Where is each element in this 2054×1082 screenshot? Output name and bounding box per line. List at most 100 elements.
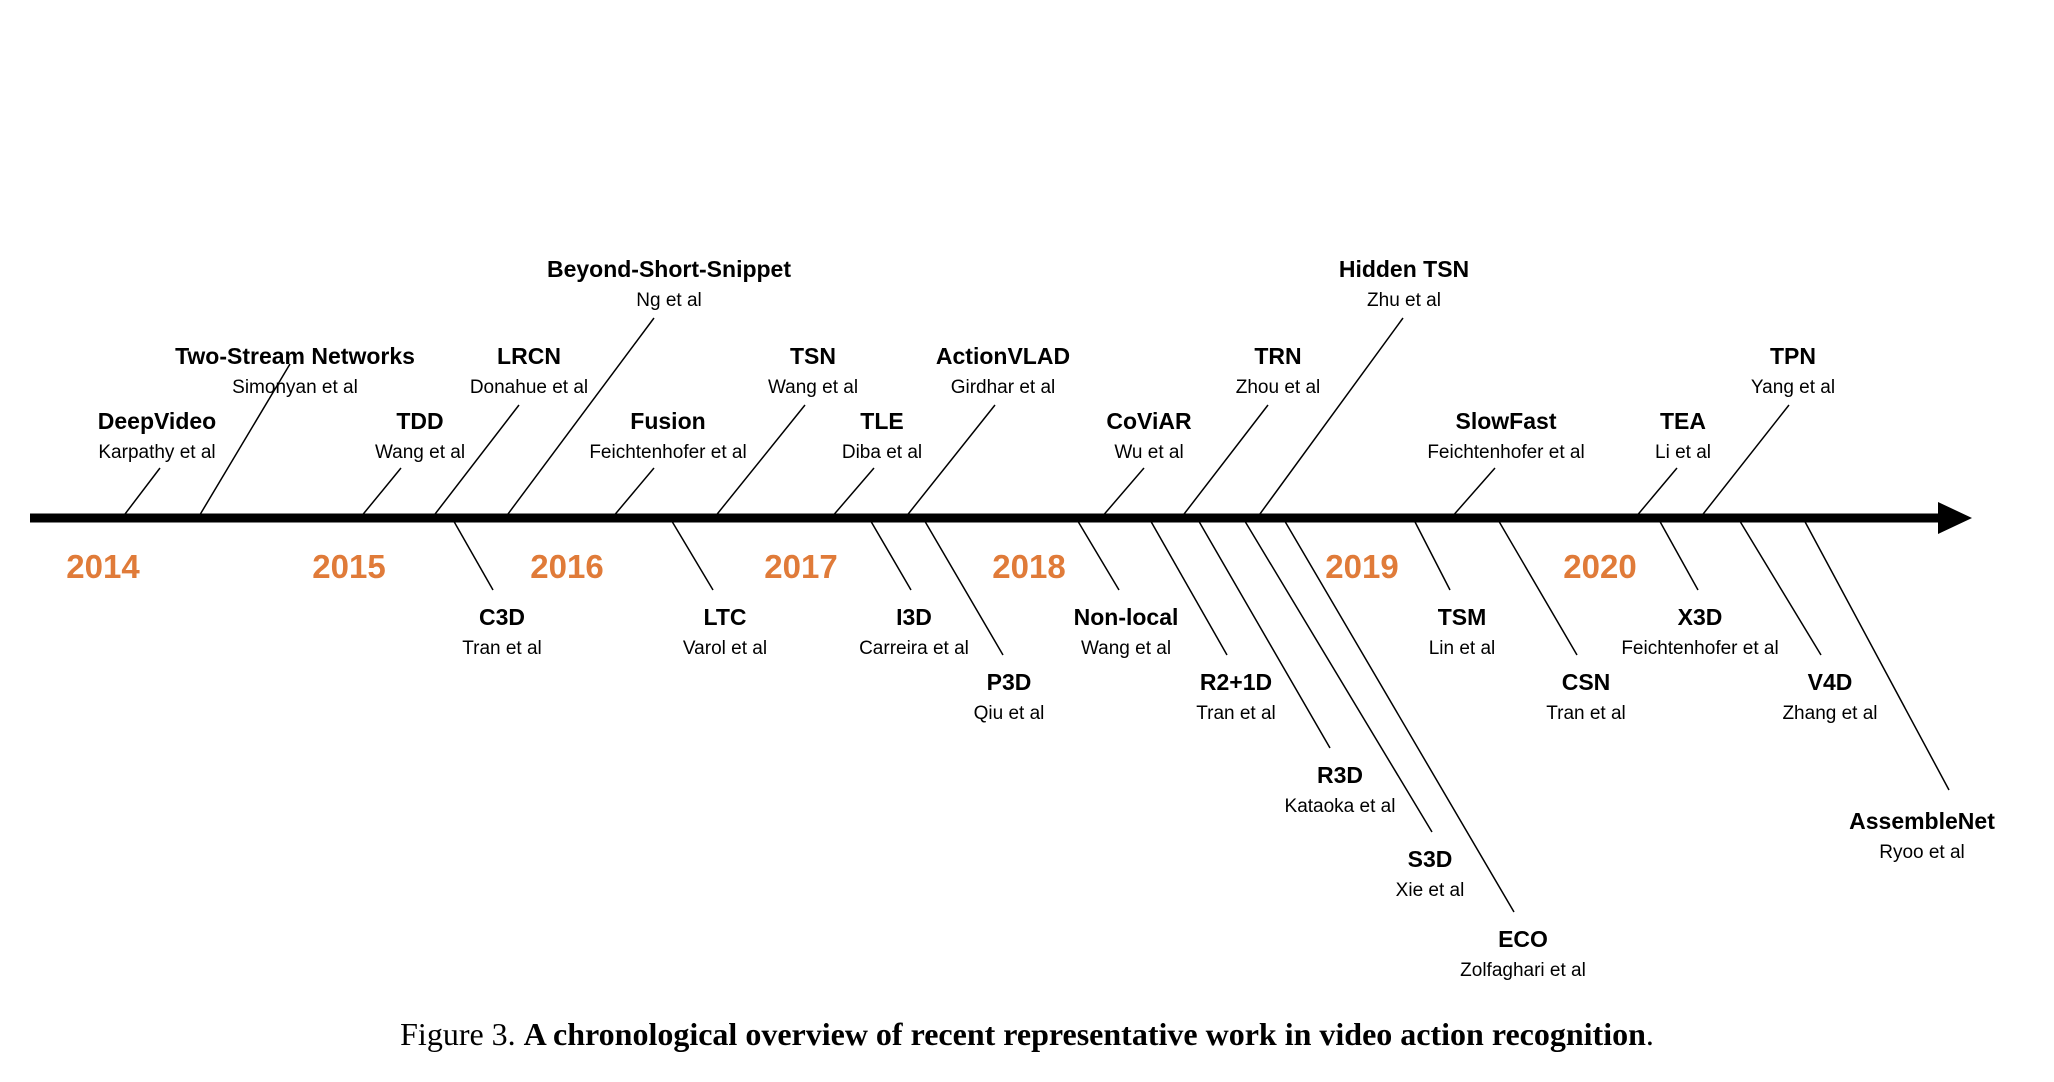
work-name-lrcn: LRCN [497, 343, 561, 369]
leader-line-tdd [359, 467, 402, 519]
work-name-tdd: TDD [396, 408, 443, 434]
work-name-eco: ECO [1498, 926, 1548, 952]
work-name-tea: TEA [1660, 408, 1706, 434]
work-author-lrcn: Donahue et al [470, 377, 588, 398]
work-name-tsn: TSN [790, 343, 836, 369]
work-entry-tle: TLE Diba et al [842, 408, 922, 463]
work-entry-p3d: P3D Qiu et al [974, 669, 1045, 724]
work-name-ltc: LTC [703, 604, 746, 630]
leader-line-p3d [922, 517, 1004, 656]
leader-line-ltc [669, 517, 714, 591]
work-name-slowfast: SlowFast [1456, 408, 1557, 434]
work-author-eco: Zolfaghari et al [1460, 960, 1586, 981]
work-author-hidden-tsn: Zhu et al [1367, 290, 1441, 311]
work-entry-tea: TEA Li et al [1655, 408, 1711, 463]
leader-line-two-stream-networks [197, 363, 291, 519]
work-author-x3d: Feichtenhofer et al [1621, 638, 1778, 659]
leader-line-s3d [1242, 517, 1433, 833]
work-author-tle: Diba et al [842, 442, 922, 463]
work-name-beyond-short-snippet: Beyond-Short-Snippet [547, 256, 791, 282]
work-entry-slowfast: SlowFast Feichtenhofer et al [1427, 408, 1584, 463]
work-author-csn: Tran et al [1546, 703, 1626, 724]
work-name-fusion: Fusion [630, 408, 705, 434]
work-name-actionvlad: ActionVLAD [936, 343, 1070, 369]
year-label-2016: 2016 [530, 548, 603, 585]
leader-line-deepvideo [121, 467, 161, 519]
leader-line-v4d [1737, 517, 1822, 656]
work-entry-lrcn: LRCN Donahue et al [470, 343, 588, 398]
leader-line-tsm [1412, 517, 1451, 591]
work-entry-non-local: Non-local Wang et al [1074, 604, 1179, 659]
work-author-assemblenet: Ryoo et al [1879, 842, 1965, 863]
leader-line-tpn [1699, 404, 1790, 519]
leader-line-c3d [451, 517, 494, 591]
year-label-2017: 2017 [764, 548, 837, 585]
year-label-2020: 2020 [1563, 548, 1636, 585]
work-author-fusion: Feichtenhofer et al [589, 442, 746, 463]
leader-line-r2-1d [1148, 517, 1228, 656]
leader-line-coviar [1100, 467, 1145, 519]
year-label-2019: 2019 [1325, 548, 1398, 585]
work-author-coviar: Wu et al [1114, 442, 1183, 463]
work-entry-two-stream-networks: Two-Stream Networks Simonyan et al [175, 343, 415, 398]
year-label-2015: 2015 [312, 548, 385, 585]
work-name-p3d: P3D [987, 669, 1032, 695]
work-name-r3d: R3D [1317, 762, 1363, 788]
work-entry-x3d: X3D Feichtenhofer et al [1621, 604, 1778, 659]
leader-line-beyond-short-snippet [504, 317, 655, 519]
work-author-tea: Li et al [1655, 442, 1711, 463]
work-entry-c3d: C3D Tran et al [462, 604, 542, 659]
work-name-r2-1d: R2+1D [1200, 669, 1272, 695]
work-entry-r3d: R3D Kataoka et al [1285, 762, 1396, 817]
caption-suffix: . [1645, 1016, 1654, 1052]
work-author-actionvlad: Girdhar et al [951, 377, 1056, 398]
work-labels: DeepVideo Karpathy et al Two-Stream Networ… [98, 256, 1995, 981]
leader-line-trn [1180, 404, 1269, 519]
work-entry-tpn: TPN Yang et al [1751, 343, 1835, 398]
leader-line-slowfast [1450, 467, 1496, 519]
caption-prefix: Figure 3. [400, 1016, 516, 1052]
leader-lines [121, 317, 1950, 913]
work-entry-assemblenet: AssembleNet Ryoo et al [1849, 808, 1995, 863]
work-name-tpn: TPN [1770, 343, 1816, 369]
work-name-s3d: S3D [1408, 846, 1453, 872]
work-author-trn: Zhou et al [1236, 377, 1321, 398]
leader-line-actionvlad [904, 404, 996, 519]
year-labels: 2014 2015 2016 2017 2018 2019 2020 [66, 548, 1636, 585]
leader-line-i3d [868, 517, 912, 591]
work-entry-tsm: TSM Lin et al [1429, 604, 1496, 659]
work-entry-csn: CSN Tran et al [1546, 669, 1626, 724]
work-name-trn: TRN [1254, 343, 1301, 369]
work-entry-hidden-tsn: Hidden TSN Zhu et al [1339, 256, 1469, 311]
leader-line-r3d [1196, 517, 1331, 749]
leader-line-hidden-tsn [1256, 317, 1404, 519]
leader-line-lrcn [431, 404, 520, 519]
work-entry-actionvlad: ActionVLAD Girdhar et al [936, 343, 1070, 398]
work-name-x3d: X3D [1678, 604, 1723, 630]
work-author-s3d: Xie et al [1396, 880, 1465, 901]
figure-caption: Figure 3. A chronological overview of re… [0, 1016, 2054, 1053]
work-author-tsn: Wang et al [768, 377, 858, 398]
work-author-r3d: Kataoka et al [1285, 796, 1396, 817]
work-author-beyond-short-snippet: Ng et al [636, 290, 701, 311]
work-name-tle: TLE [860, 408, 903, 434]
work-name-tsm: TSM [1438, 604, 1487, 630]
work-name-i3d: I3D [896, 604, 932, 630]
work-entry-deepvideo: DeepVideo Karpathy et al [98, 408, 216, 463]
work-author-c3d: Tran et al [462, 638, 542, 659]
leader-line-x3d [1657, 517, 1699, 591]
timeline-arrowhead [1938, 502, 1972, 534]
work-name-hidden-tsn: Hidden TSN [1339, 256, 1469, 282]
work-author-i3d: Carreira et al [859, 638, 969, 659]
work-name-non-local: Non-local [1074, 604, 1179, 630]
work-entry-i3d: I3D Carreira et al [859, 604, 969, 659]
work-entry-s3d: S3D Xie et al [1396, 846, 1465, 901]
year-label-2014: 2014 [66, 548, 140, 585]
work-entry-v4d: V4D Zhang et al [1782, 669, 1877, 724]
work-name-assemblenet: AssembleNet [1849, 808, 1995, 834]
work-entry-r2-1d: R2+1D Tran et al [1196, 669, 1276, 724]
leader-line-csn [1496, 517, 1578, 656]
work-author-non-local: Wang et al [1081, 638, 1171, 659]
work-entry-tsn: TSN Wang et al [768, 343, 858, 398]
work-author-slowfast: Feichtenhofer et al [1427, 442, 1584, 463]
